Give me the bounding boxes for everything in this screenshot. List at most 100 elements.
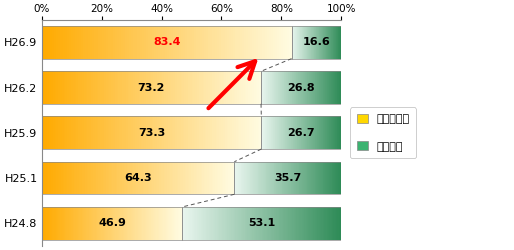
Bar [297, 116, 298, 149]
Bar [336, 116, 337, 149]
Bar [337, 71, 338, 104]
Bar [168, 116, 170, 149]
Bar [284, 207, 286, 240]
Bar [106, 116, 108, 149]
Bar [49, 71, 51, 104]
Bar [170, 71, 172, 104]
Bar [323, 162, 324, 194]
Bar [223, 116, 225, 149]
Bar [135, 26, 138, 58]
Bar [339, 207, 340, 240]
Bar [183, 207, 185, 240]
Bar [286, 207, 287, 240]
Text: 46.9: 46.9 [98, 218, 126, 228]
Bar [162, 207, 163, 240]
Bar [184, 71, 186, 104]
Bar [273, 26, 275, 58]
Bar [264, 162, 265, 194]
Bar [142, 26, 144, 58]
Bar [252, 26, 254, 58]
Bar [126, 71, 128, 104]
Bar [272, 116, 273, 149]
Bar [154, 207, 155, 240]
Bar [44, 71, 46, 104]
Bar [186, 26, 188, 58]
Bar [73, 26, 75, 58]
Bar [328, 162, 329, 194]
Bar [71, 71, 73, 104]
Bar [63, 162, 64, 194]
Bar [292, 71, 293, 104]
Bar [111, 71, 113, 104]
Bar [121, 207, 123, 240]
Bar [324, 116, 325, 149]
Bar [161, 207, 162, 240]
Bar [316, 162, 317, 194]
Bar [332, 26, 333, 58]
Bar [240, 26, 242, 58]
Bar [137, 116, 139, 149]
Bar [245, 71, 247, 104]
Bar [47, 116, 49, 149]
Bar [269, 162, 270, 194]
Bar [77, 207, 78, 240]
Bar [328, 116, 329, 149]
Bar [219, 116, 221, 149]
Bar [290, 116, 291, 149]
Bar [263, 26, 265, 58]
Bar [286, 116, 287, 149]
Bar [169, 207, 171, 240]
Bar [204, 162, 206, 194]
Bar [277, 26, 279, 58]
Bar [308, 26, 309, 58]
Bar [268, 207, 270, 240]
Bar [338, 26, 339, 58]
Bar [336, 26, 337, 58]
Bar [312, 71, 313, 104]
Bar [73, 116, 75, 149]
Bar [250, 162, 251, 194]
Bar [278, 116, 279, 149]
Bar [164, 26, 167, 58]
Bar [210, 116, 212, 149]
Bar [299, 116, 300, 149]
Bar [204, 26, 206, 58]
Bar [333, 26, 334, 58]
Bar [93, 116, 95, 149]
Bar [323, 116, 324, 149]
Bar [284, 71, 285, 104]
Bar [192, 116, 194, 149]
Bar [298, 26, 299, 58]
Bar [305, 116, 306, 149]
Bar [304, 71, 305, 104]
Bar [172, 71, 173, 104]
Bar [340, 116, 341, 149]
Bar [239, 162, 240, 194]
Bar [115, 116, 117, 149]
Bar [312, 116, 313, 149]
Bar [266, 71, 267, 104]
Bar [42, 207, 182, 240]
Bar [300, 207, 302, 240]
Bar [335, 116, 336, 149]
Bar [290, 162, 291, 194]
Bar [120, 71, 122, 104]
Bar [331, 116, 332, 149]
Bar [70, 162, 72, 194]
Bar [157, 162, 159, 194]
Bar [88, 162, 90, 194]
Bar [51, 162, 53, 194]
Bar [234, 207, 235, 240]
Bar [248, 162, 249, 194]
Bar [268, 71, 269, 104]
Bar [315, 116, 316, 149]
Bar [48, 207, 49, 240]
Bar [334, 162, 335, 194]
Bar [276, 162, 277, 194]
Bar [171, 26, 173, 58]
Bar [321, 162, 322, 194]
Bar [203, 116, 205, 149]
Bar [58, 207, 60, 240]
Bar [240, 116, 242, 149]
Bar [94, 26, 96, 58]
